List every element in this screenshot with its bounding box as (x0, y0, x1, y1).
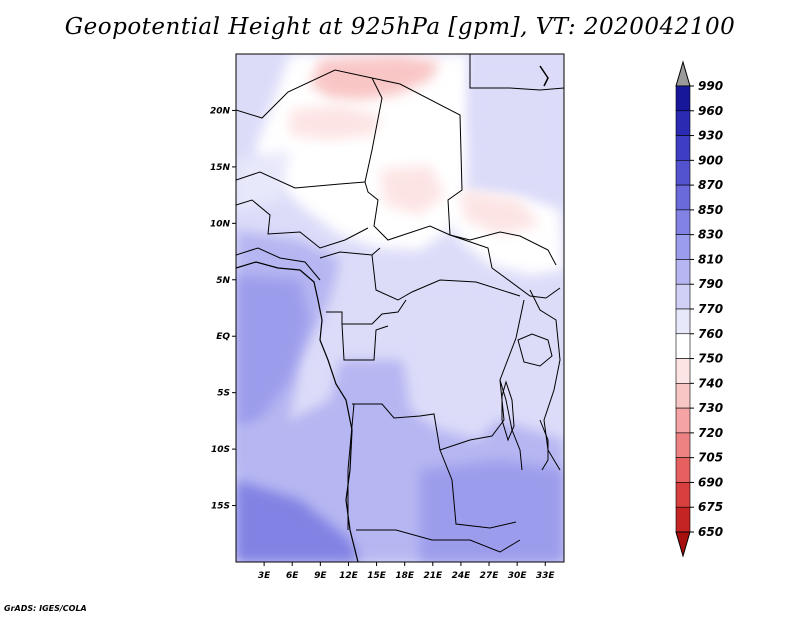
colorbar-swatch (675, 383, 691, 409)
colorbar-label: 810 (698, 252, 723, 266)
lon-tick-label: 6E (286, 571, 299, 581)
lake-malawi (539, 419, 549, 471)
colorbar-label: 760 (698, 327, 723, 341)
colorbar-top-arrow (675, 60, 691, 87)
border-congo (341, 323, 389, 361)
geopotential-map: 3E 6E 9E 12E 15E 18E 21E 24E 27E 30E 33E 20N 15N 10N… (210, 53, 723, 581)
field-blue-atlantic (236, 275, 310, 430)
lat-tick-label: EQ (216, 332, 230, 342)
border-east (529, 289, 561, 471)
colorbar-label: 690 (698, 475, 723, 489)
colorbar-label: 960 (698, 104, 723, 118)
colorbar-swatch (675, 283, 691, 310)
border-angola-west (347, 403, 355, 530)
colorbar-swatch (675, 506, 691, 533)
lon-tick-label: 21E (423, 571, 443, 581)
colorbar-label: 870 (698, 178, 723, 192)
colorbar-label: 650 (698, 525, 723, 539)
lat-tick-label: 5S (217, 389, 230, 399)
colorbar-swatch (675, 259, 691, 285)
border-gabon-congo (326, 299, 407, 325)
field-blue-southeast (420, 460, 564, 562)
colorbar-swatch (675, 407, 691, 434)
longitude-axis: 3E 6E 9E 12E 15E 18E 21E 24E 27E 30E 33E (258, 562, 556, 581)
lon-tick-label: 30E (508, 571, 528, 581)
country-borders (236, 54, 564, 553)
field-lavender-westafrica (236, 150, 290, 210)
colorbar-swatch (675, 85, 691, 112)
lon-tick-label: 18E (395, 571, 415, 581)
colorbar-swatch (675, 457, 691, 483)
colorbar-label: 675 (698, 500, 723, 514)
border-south-sudan (449, 231, 557, 266)
border-car (371, 254, 521, 301)
border-zambia (439, 449, 517, 529)
grads-credit: GrADS: IGES/COLA (4, 604, 87, 613)
lon-tick-label: 15E (367, 571, 387, 581)
lat-tick-label: 10N (210, 219, 231, 229)
colorbar-label: 930 (698, 129, 723, 143)
colorbar-label: 850 (698, 203, 723, 217)
lon-tick-label: 24E (452, 571, 472, 581)
border-namibia (356, 529, 521, 553)
field-blue-southwest (236, 480, 360, 562)
border-egypt-sudan (469, 54, 564, 91)
field-pink-north (310, 56, 440, 100)
colorbar-swatch (675, 135, 691, 161)
colorbar-label: 705 (698, 451, 723, 465)
field-pink-east (460, 190, 540, 235)
lon-tick-label: 9E (314, 571, 327, 581)
lake-tanganyika (501, 380, 515, 442)
colorbar-label: 750 (698, 352, 723, 366)
colorbar-label: 990 (698, 79, 723, 93)
colorbar-label: 830 (698, 228, 723, 242)
height-field (236, 54, 564, 562)
colorbar-swatch (675, 209, 691, 235)
chart-title: Geopotential Height at 925hPa [gpm], VT:… (64, 14, 736, 40)
colorbar-label: 900 (698, 153, 723, 167)
lon-tick-label: 3E (258, 571, 271, 581)
colorbar-swatch (675, 160, 691, 186)
field-lavender-congo (400, 280, 520, 440)
field-pink-mid (290, 105, 380, 140)
lat-tick-label: 15N (210, 163, 231, 173)
border-cameroon-north (319, 247, 381, 259)
map-frame (235, 53, 565, 563)
colorbar-swatch (675, 358, 691, 384)
colorbar-swatch (675, 333, 691, 359)
colorbar-swatch (675, 234, 691, 260)
lon-tick-label: 12E (339, 571, 359, 581)
border-niger-nigeria (236, 171, 366, 189)
colorbar-label: 740 (698, 376, 723, 390)
border-westcoast (236, 247, 321, 281)
lat-tick-label: 5N (216, 276, 230, 286)
field-pink-south (380, 165, 445, 215)
border-sahara (236, 69, 463, 236)
border-drc-angola (352, 299, 525, 451)
colorbar-label: 790 (698, 277, 723, 291)
colorbar-swatch (675, 110, 691, 136)
border-chad-sudan (364, 77, 561, 299)
colorbar-swatch (675, 308, 691, 335)
lat-tick-label: 10S (211, 445, 230, 455)
lon-tick-label: 33E (536, 571, 556, 581)
latitude-axis: 20N 15N 10N 5N EQ 5S 10S 15S (210, 106, 236, 512)
lat-tick-label: 15S (211, 502, 230, 512)
lake-victoria (517, 333, 553, 367)
border-nigeria-north (236, 199, 369, 249)
coastline-atlantic (236, 261, 359, 562)
lon-tick-label: 27E (480, 571, 500, 581)
red-sea-edge (539, 65, 549, 87)
colorbar-swatch (675, 184, 691, 211)
colorbar-label: 730 (698, 401, 723, 415)
colorbar: 990 960 930 900 870 850 830 810 790 770 760 750 740 7… (675, 60, 723, 558)
lat-tick-label: 20N (210, 106, 231, 116)
colorbar-swatch (675, 432, 691, 458)
colorbar-swatch (675, 482, 691, 508)
colorbar-label: 720 (698, 426, 723, 440)
colorbar-bottom-arrow (675, 531, 691, 558)
colorbar-label: 770 (698, 302, 723, 316)
